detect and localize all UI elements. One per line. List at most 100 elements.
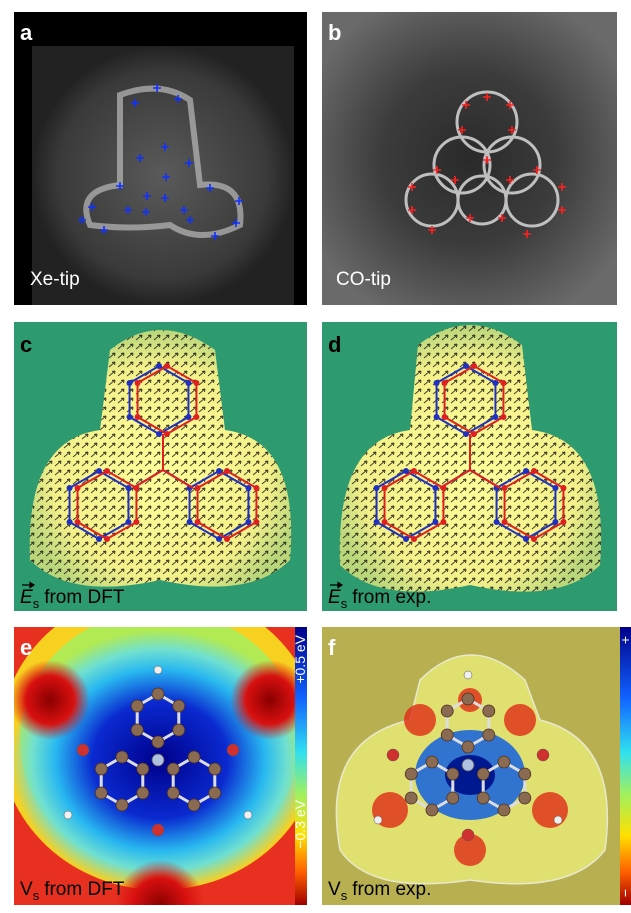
atom: [382, 485, 388, 491]
atom: [173, 700, 185, 712]
atom: [209, 763, 221, 775]
atom: [442, 380, 448, 386]
atom: [552, 519, 558, 525]
atom: [209, 787, 221, 799]
atom: [483, 705, 495, 717]
atom: [387, 749, 399, 761]
atom: [382, 519, 388, 525]
atom: [426, 756, 438, 768]
atom: [167, 787, 179, 799]
figure: aXe-tipbCO-tipcEsfrom DFTdEsfrom exp.eVs…: [0, 0, 631, 913]
atom: [131, 724, 143, 736]
atom: [523, 468, 529, 474]
panel-label: b: [328, 20, 341, 45]
atom: [131, 700, 143, 712]
atom: [104, 536, 110, 542]
atom: [537, 749, 549, 761]
atom: [116, 799, 128, 811]
atom: [374, 816, 382, 824]
atom: [531, 468, 537, 474]
panel-b: [322, 12, 617, 305]
atom: [216, 468, 222, 474]
atom: [245, 485, 251, 491]
atom: [492, 414, 498, 420]
atom: [127, 414, 133, 420]
atom: [224, 468, 230, 474]
atom: [96, 468, 102, 474]
atom: [75, 485, 81, 491]
atom: [411, 536, 417, 542]
atom: [154, 666, 162, 674]
panel-d: [322, 322, 617, 611]
atom: [188, 751, 200, 763]
panel-label: e: [20, 635, 32, 660]
atom: [403, 536, 409, 542]
caption-text: from DFT: [44, 879, 125, 900]
panel-label: f: [328, 635, 336, 660]
atom: [75, 519, 81, 525]
atom: [502, 519, 508, 525]
atom: [253, 485, 259, 491]
atom: [411, 468, 417, 474]
atom: [185, 380, 191, 386]
panel-c: [14, 322, 307, 611]
atom: [462, 693, 474, 705]
atom: [67, 519, 73, 525]
atom: [195, 485, 201, 491]
colorbar-bottom: −: [617, 889, 631, 897]
atom: [193, 380, 199, 386]
caption-text: from exp.: [352, 587, 431, 608]
atom: [463, 431, 469, 437]
atom: [462, 759, 474, 771]
caption-symbol: E: [20, 587, 33, 608]
caption-subscript: s: [341, 596, 348, 611]
atom: [442, 414, 448, 420]
atom: [137, 763, 149, 775]
atom: [523, 536, 529, 542]
atom: [152, 824, 164, 836]
page: {"panels":[ {"label":"a","caption":"Xe-t…: [0, 0, 631, 913]
atom: [447, 792, 459, 804]
atom: [432, 485, 438, 491]
atom: [500, 414, 506, 420]
caption-subscript: s: [341, 888, 348, 903]
atom: [127, 380, 133, 386]
atom: [188, 799, 200, 811]
caption: CO-tip: [336, 269, 391, 290]
atom: [560, 485, 566, 491]
atom: [531, 536, 537, 542]
atom: [483, 729, 495, 741]
panel-label: c: [20, 332, 32, 357]
atom: [463, 363, 469, 369]
atom: [405, 768, 417, 780]
atom: [405, 792, 417, 804]
atom: [64, 811, 72, 819]
atom: [441, 705, 453, 717]
caption-symbol: V: [328, 879, 341, 900]
atom: [95, 787, 107, 799]
atom: [173, 724, 185, 736]
atom: [125, 519, 131, 525]
panel-e: [0, 590, 320, 913]
atom: [403, 468, 409, 474]
caption-symbol: E: [328, 587, 341, 608]
atom: [374, 519, 380, 525]
atom: [477, 792, 489, 804]
atom: [502, 485, 508, 491]
atom: [500, 380, 506, 386]
caption-symbol: V: [20, 879, 33, 900]
atom: [498, 756, 510, 768]
atom: [116, 751, 128, 763]
atom: [432, 519, 438, 525]
atom: [498, 804, 510, 816]
atom: [434, 380, 440, 386]
atom: [477, 768, 489, 780]
atom: [152, 754, 164, 766]
atom: [137, 787, 149, 799]
atom: [471, 363, 477, 369]
caption-subscript: s: [33, 596, 40, 611]
atom: [135, 380, 141, 386]
atom: [167, 763, 179, 775]
atom: [447, 768, 459, 780]
atom: [426, 804, 438, 816]
